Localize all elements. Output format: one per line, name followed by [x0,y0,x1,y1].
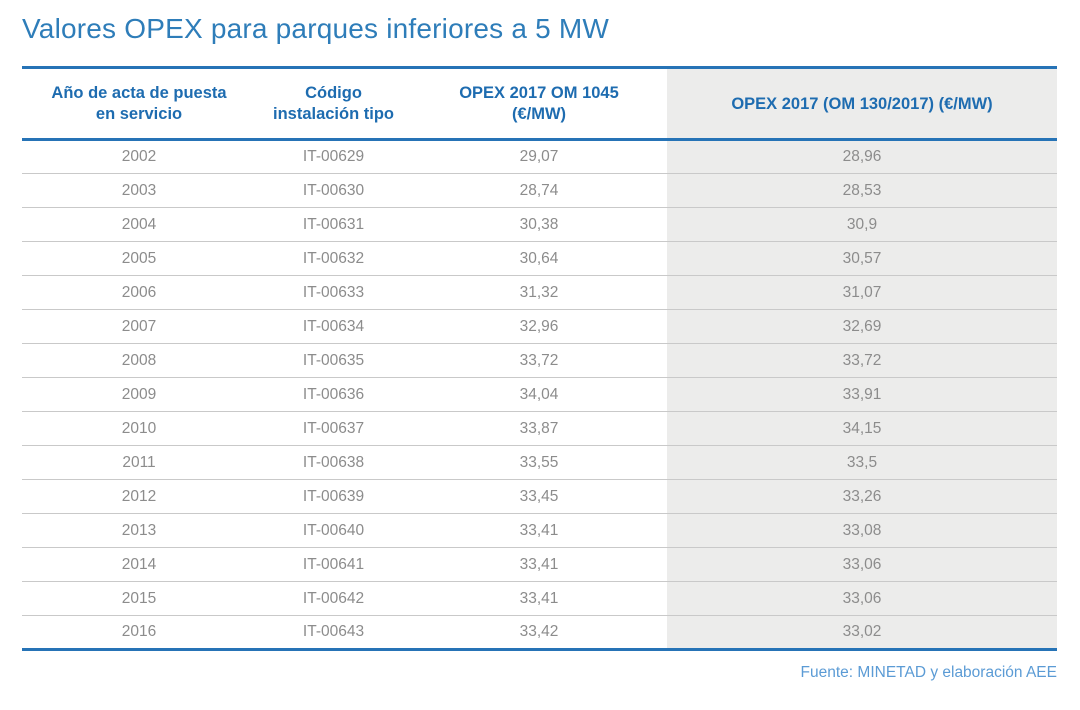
table-row: 2013 IT-00640 33,41 33,08 [22,513,1057,548]
cell-year: 2010 [121,419,157,437]
cell-year: 2008 [121,351,157,369]
cell-installation-code: IT-00641 [302,555,365,573]
cell-opex-om1045: 30,64 [519,249,559,267]
cell-year: 2007 [121,317,157,335]
column-header-opex-om1045-line2: (€/MW) [511,105,567,124]
cell-installation-code: IT-00638 [302,453,365,471]
cell-opex-om130: 28,96 [667,139,1057,174]
cell-installation-code: IT-00629 [302,148,365,166]
cell-opex-om130: 33,26 [667,479,1057,514]
column-header-opex-om1045: OPEX 2017 OM 1045 (€/MW) [411,68,667,140]
table-row: 2006 IT-00633 31,32 31,07 [22,275,1057,310]
cell-year: 2014 [121,555,157,573]
cell-opex-om1045: 33,42 [519,623,559,641]
table-row: 2016 IT-00643 33,42 33,02 [22,615,1057,650]
cell-year: 2011 [122,453,156,471]
cell-opex-om1045: 33,72 [519,351,559,369]
cell-year: 2009 [121,385,157,403]
cell-installation-code: IT-00631 [302,215,365,233]
cell-opex-om130: 33,02 [667,615,1057,650]
page-title: Valores OPEX para parques inferiores a 5… [22,13,610,44]
table-row: 2008 IT-00635 33,72 33,72 [22,343,1057,378]
cell-opex-om1045: 33,45 [519,487,559,505]
cell-opex-om130: 33,72 [667,343,1057,378]
cell-installation-code: IT-00640 [302,521,365,539]
cell-opex-om130: 34,15 [667,411,1057,446]
cell-opex-om1045: 34,04 [519,385,559,403]
cell-opex-om1045: 28,74 [519,181,559,199]
table-row: 2012 IT-00639 33,45 33,26 [22,479,1057,514]
column-header-opex-om130-line1: OPEX 2017 (OM 130/2017) (€/MW) [731,94,993,113]
table-row: 2003 IT-00630 28,74 28,53 [22,173,1057,208]
cell-installation-code: IT-00633 [302,283,365,301]
column-header-opex-om1045-line1: OPEX 2017 OM 1045 [459,84,619,102]
column-header-installation-code-line1: Código [305,84,362,102]
cell-year: 2015 [121,589,157,607]
column-header-year-line1: Año de acta de puesta [51,84,227,102]
table-row: 2011 IT-00638 33,55 33,5 [22,445,1057,480]
cell-opex-om130: 33,08 [667,513,1057,548]
table-row: 2014 IT-00641 33,41 33,06 [22,547,1057,582]
cell-opex-om130: 28,53 [667,173,1057,208]
table-row: 2015 IT-00642 33,41 33,06 [22,581,1057,616]
cell-opex-om130: 33,5 [667,445,1057,480]
cell-year: 2016 [121,623,157,641]
cell-opex-om1045: 31,32 [519,283,559,301]
cell-year: 2004 [121,215,157,233]
cell-installation-code: IT-00637 [302,419,365,437]
table-row: 2004 IT-00631 30,38 30,9 [22,207,1057,242]
cell-installation-code: IT-00643 [302,623,365,641]
table-row: 2010 IT-00637 33,87 34,15 [22,411,1057,446]
cell-installation-code: IT-00639 [302,487,365,505]
cell-year: 2005 [121,249,157,267]
cell-opex-om1045: 33,41 [519,521,559,539]
cell-installation-code: IT-00632 [302,249,365,267]
cell-opex-om1045: 33,87 [519,419,559,437]
cell-year: 2006 [121,283,157,301]
cell-opex-om1045: 32,96 [519,317,559,335]
cell-opex-om1045: 29,07 [519,148,559,166]
cell-opex-om130: 33,91 [667,377,1057,412]
cell-year: 2002 [121,148,157,166]
table-body: 2002 IT-00629 29,07 28,96 2003 IT-00630 … [22,139,1057,650]
table-row: 2002 IT-00629 29,07 28,96 [22,139,1057,174]
cell-opex-om130: 32,69 [667,309,1057,344]
column-header-installation-code-line2: instalación tipo [272,105,394,124]
cell-installation-code: IT-00630 [302,181,365,199]
cell-opex-om1045: 30,38 [519,215,559,233]
table-row: 2005 IT-00632 30,64 30,57 [22,241,1057,276]
cell-installation-code: IT-00636 [302,385,365,403]
table-row: 2009 IT-00636 34,04 33,91 [22,377,1057,412]
cell-opex-om130: 33,06 [667,547,1057,582]
cell-opex-om130: 30,9 [667,207,1057,242]
cell-opex-om130: 33,06 [667,581,1057,616]
cell-opex-om1045: 33,41 [519,589,559,607]
cell-year: 2013 [121,521,157,539]
cell-opex-om130: 30,57 [667,241,1057,276]
cell-opex-om130: 31,07 [667,275,1057,310]
cell-installation-code: IT-00635 [302,351,365,369]
cell-year: 2003 [121,181,157,199]
opex-table: Año de acta de puesta en servicio Código… [22,66,1057,651]
table-header-row: Año de acta de puesta en servicio Código… [22,67,1057,140]
cell-opex-om1045: 33,41 [519,555,559,573]
column-header-opex-om130: OPEX 2017 (OM 130/2017) (€/MW) [667,67,1057,140]
table-row: 2007 IT-00634 32,96 32,69 [22,309,1057,344]
cell-installation-code: IT-00642 [302,589,365,607]
column-header-installation-code: Código instalación tipo [256,68,411,140]
table-header: Año de acta de puesta en servicio Código… [22,67,1057,140]
column-header-year-line2: en servicio [95,105,183,124]
column-header-year: Año de acta de puesta en servicio [22,68,256,140]
source-note: Fuente: MINETAD y elaboración AEE [800,664,1057,681]
cell-installation-code: IT-00634 [302,317,365,335]
cell-year: 2012 [121,487,157,505]
cell-opex-om1045: 33,55 [519,453,559,471]
